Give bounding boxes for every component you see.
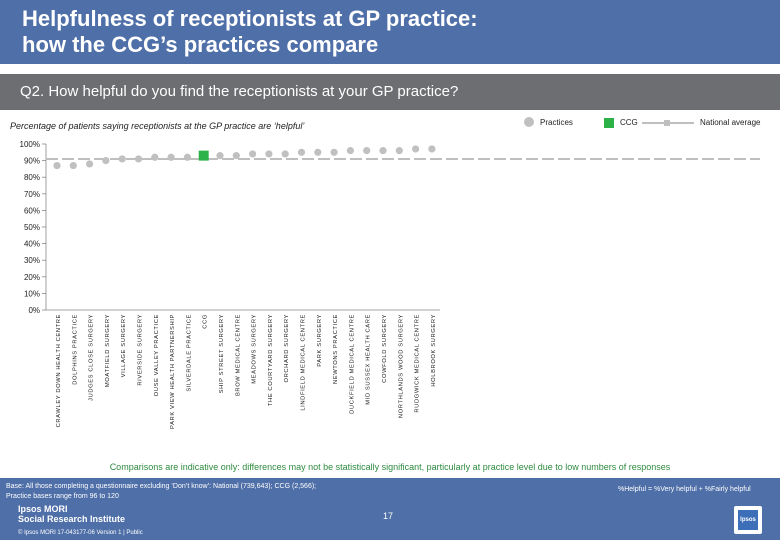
category-label-1: DOLPHINS PRACTICE [72,314,78,385]
category-label-19: MID SUSSEX HEALTH CARE [366,314,372,405]
y-tick-label-90: 90% [24,157,40,166]
y-tick-label-0: 0% [28,306,40,315]
practice-point-23 [428,145,436,153]
practice-point-17 [330,148,338,156]
category-label-15: LINDFIELD MEDICAL CENTRE [301,314,307,411]
header-bar [0,0,780,64]
practice-point-7 [167,153,175,161]
practice-point-14 [281,150,289,158]
practice-point-2 [86,160,94,168]
base-note: Base: All those completing a questionnai… [6,483,317,500]
category-label-3: MOATFIELD SURGERY [105,314,111,387]
category-label-8: SILVERDALE PRACTICE [186,314,192,392]
category-label-20: COWFOLD SURGERY [382,314,388,383]
brand-name: Ipsos MORI Social Research Institute [18,504,126,524]
category-label-10: SHIP STREET SURGERY [219,314,225,393]
y-tick-label-40: 40% [24,240,40,249]
footer-bar [0,478,780,540]
category-label-5: RIVERSIDE SURGERY [138,314,144,386]
y-tick-label-100: 100% [20,140,40,149]
category-label-6: OUSE VALLEY PRACTICE [154,314,160,396]
comparison-note: Comparisons are indicative only: differe… [109,462,671,472]
practice-point-18 [346,147,354,155]
practice-point-5 [134,155,143,163]
practice-point-15 [297,148,306,156]
practice-point-11 [232,152,240,160]
category-label-16: PARK SURGERY [317,314,323,367]
y-tick-label-20: 20% [24,273,40,282]
category-label-11: BROW MEDICAL CENTRE [235,314,241,396]
copyright-text: © Ipsos MORI 17-043177-06 Version 1 | Pu… [18,530,143,536]
category-label-12: MEADOWS SURGERY [252,314,258,384]
category-label-18: DUCKFIELD MEDICAL CENTRE [349,314,355,414]
category-label-23: HOLBROOK SURGERY [431,314,437,387]
category-label-14: ORCHARD SURGERY [284,314,290,382]
practice-point-1 [69,161,77,170]
category-label-21: NORTHLANDS WOOD SURGERY [398,314,404,418]
practice-point-0 [53,161,61,170]
ccg-marker [198,150,209,161]
category-label-9: CCG [203,314,209,329]
legend-practices-label: Practices [540,118,573,127]
helpfulness-chart: 0% 10% 20% 30% 40% 50% 60% 70% 80% 90% 100% CRAWLEY… [20,140,760,429]
category-label-7: PARK VIEW HEALTH PARTNERSHIP [170,314,176,429]
practice-point-21 [395,147,403,155]
legend-national-label: National average [700,118,761,127]
ipsos-logo-mark: Ipsos [738,510,758,530]
y-tick-label-60: 60% [24,206,40,215]
category-label-2: JUDGES CLOSE SURGERY [89,314,95,401]
practice-point-12 [249,150,257,158]
y-tick-label-80: 80% [24,173,40,182]
category-label-13: THE COURTYARD SURGERY [268,314,274,406]
practice-point-16 [314,148,322,156]
category-label-0: CRAWLEY DOWN HEALTH CENTRE [56,314,62,427]
y-tick-label-70: 70% [24,190,40,199]
y-tick-label-30: 30% [24,256,40,265]
category-label-17: NEWTONS PRACTICE [333,314,339,384]
practice-point-10 [216,152,224,160]
question-text: Q2. How helpful do you find the receptio… [20,83,459,100]
y-tick-label-10: 10% [24,289,40,298]
practice-point-19 [363,147,371,155]
legend-national-marker [664,120,670,126]
helpful-definition: %Helpful = %Very helpful + %Fairly helpf… [618,486,751,493]
category-label-22: RUDGWICK MEDICAL CENTRE [415,314,421,413]
legend-ccg-label: CCG [620,118,638,127]
practice-point-6 [151,153,159,161]
practice-point-8 [183,153,191,161]
practice-point-3 [102,157,110,165]
practice-point-13 [265,150,273,158]
y-tick-label-50: 50% [24,223,40,232]
practice-point-22 [412,145,420,153]
page-title: Helpfulness of receptionists at GP pract… [22,6,478,57]
legend-practices-marker [524,117,534,127]
category-label-4: VILLAGE SURGERY [121,314,127,377]
legend-ccg-marker [604,118,614,128]
chart-subtitle: Percentage of patients saying receptioni… [10,121,305,131]
practice-point-4 [118,155,126,163]
question-bar [0,74,780,110]
practice-point-20 [379,147,387,155]
page-number: 17 [383,511,394,521]
